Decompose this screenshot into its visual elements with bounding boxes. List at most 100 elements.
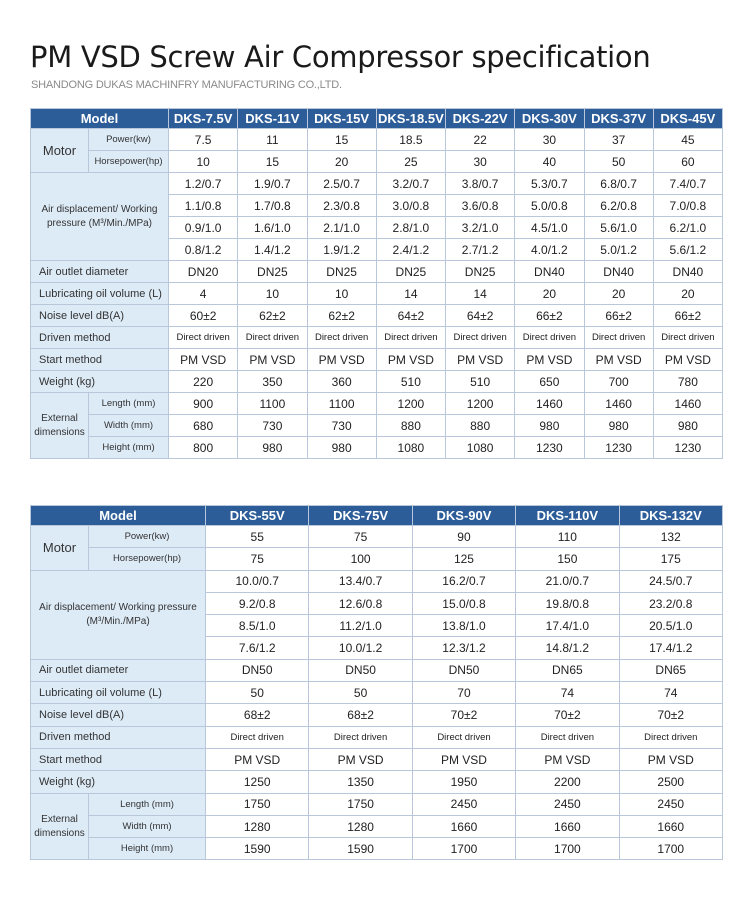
- value-cell: 70±2: [515, 703, 620, 727]
- value-cell: 70±2: [411, 703, 517, 727]
- value-cell: 980: [237, 436, 308, 459]
- value-cell: Direct driven: [652, 326, 724, 349]
- value-cell: 21.0/0.7: [515, 569, 620, 593]
- row-label: Driven method: [30, 725, 206, 749]
- spec-row: Weight (kg) 220 350 360 510 510 650 700 780: [30, 370, 724, 393]
- value-cell: 900: [167, 392, 239, 415]
- value-cell: 13.8/1.0: [411, 614, 517, 638]
- value-cell: 510: [444, 370, 516, 393]
- value-cell: 1350: [308, 770, 413, 794]
- value-cell: 20: [306, 150, 377, 173]
- value-cell: 2.5/0.7: [306, 172, 377, 195]
- value-cell: 360: [306, 370, 377, 393]
- value-cell: 13.4/0.7: [308, 569, 413, 593]
- value-cell: 64±2: [444, 304, 516, 327]
- spec-row: 7.6/1.2 10.0/1.2 12.3/1.2 14.8/1.2 17.4/1.2: [31, 636, 723, 660]
- value-cell: 6.2/0.8: [583, 194, 654, 217]
- value-cell: 800: [167, 436, 239, 459]
- spec-row: Driven method Direct driven Direct driven D…: [30, 326, 724, 349]
- value-cell: PM VSD: [618, 747, 723, 772]
- value-cell: 2.8/1.0: [375, 216, 447, 239]
- row-label: Air outlet diameter: [30, 658, 206, 683]
- value-cell: 70±2: [618, 703, 723, 727]
- value-cell: 2200: [515, 770, 620, 794]
- value-cell: Direct driven: [237, 326, 308, 349]
- value-cell: 10: [167, 150, 239, 173]
- value-cell: 5.0/0.8: [514, 194, 585, 217]
- value-cell: 75: [308, 524, 413, 549]
- value-cell: 12.3/1.2: [411, 636, 517, 660]
- value-cell: 1.9/1.2: [306, 238, 377, 261]
- value-cell: 2500: [618, 770, 723, 794]
- value-cell: Direct driven: [583, 326, 654, 349]
- model-name: DKS-37V: [583, 108, 654, 129]
- value-cell: PM VSD: [306, 348, 377, 371]
- value-cell: 37: [583, 128, 654, 151]
- value-cell: 980: [652, 414, 724, 437]
- spec-row: Horsepower(hp) 75 100 125 150 175: [31, 547, 723, 571]
- value-cell: 14: [444, 282, 516, 305]
- value-cell: 220: [167, 370, 239, 393]
- value-cell: 66±2: [652, 304, 724, 327]
- value-cell: 880: [375, 414, 447, 437]
- value-cell: 1750: [308, 792, 413, 816]
- value-cell: PM VSD: [515, 747, 620, 772]
- value-cell: Direct driven: [308, 725, 413, 749]
- value-cell: PM VSD: [411, 747, 517, 772]
- row-label: Length (mm): [88, 792, 206, 816]
- value-cell: 3.2/1.0: [444, 216, 516, 239]
- value-cell: 1460: [652, 392, 724, 415]
- value-cell: 1080: [375, 436, 447, 459]
- value-cell: 14: [375, 282, 447, 305]
- row-label: Horsepower(hp): [88, 547, 206, 571]
- value-cell: 1660: [411, 814, 517, 839]
- value-cell: 8.5/1.0: [204, 614, 310, 638]
- value-cell: 1950: [411, 770, 517, 794]
- value-cell: Direct driven: [515, 725, 620, 749]
- value-cell: 75: [204, 547, 310, 571]
- spec-row: Noise level dB(A) 60±2 62±2 62±2 64±2 64±2 66±…: [30, 304, 724, 327]
- group-label: External dimensions: [30, 392, 89, 459]
- spec-row: Lubricating oil volume (L) 50 50 70 74 74: [30, 681, 723, 705]
- value-cell: 1700: [618, 837, 723, 861]
- title: PM VSD Screw Air Compressor specificatio…: [30, 40, 651, 74]
- value-cell: 132: [618, 524, 723, 549]
- value-cell: Direct driven: [375, 326, 447, 349]
- value-cell: 10.0/0.7: [204, 569, 310, 593]
- model-header: Model: [30, 505, 206, 526]
- spec-row: Air displacement/ Working pressure (M³/M…: [30, 569, 723, 660]
- value-cell: 2450: [411, 792, 517, 816]
- spec-row: 8.5/1.0 11.2/1.0 13.8/1.0 17.4/1.0 20.5/1.0: [31, 614, 723, 638]
- value-cell: 2.7/1.2: [444, 238, 516, 261]
- value-cell: 15.0/0.8: [411, 591, 517, 616]
- value-cell: 1080: [444, 436, 516, 459]
- row-label: Width (mm): [88, 414, 169, 437]
- value-cell: DN40: [583, 260, 654, 283]
- model-name: DKS-55V: [204, 505, 310, 526]
- spec-table: Model DKS-7.5V DKS-11V DKS-15V DKS-18.5V DKS-…: [30, 108, 724, 459]
- value-cell: 7.6/1.2: [204, 636, 310, 660]
- value-cell: 5.3/0.7: [514, 172, 585, 195]
- value-cell: 780: [652, 370, 724, 393]
- value-cell: 62±2: [306, 304, 377, 327]
- spec-row: External dimensions Length (mm) 1750 1750 24…: [30, 792, 723, 861]
- value-cell: PM VSD: [237, 348, 308, 371]
- row-label: Air outlet diameter: [30, 260, 169, 283]
- value-cell: 50: [204, 681, 310, 705]
- row-label: Length (mm): [88, 392, 169, 415]
- model-name: DKS-110V: [515, 505, 620, 526]
- value-cell: 74: [618, 681, 723, 705]
- value-cell: Direct driven: [444, 326, 516, 349]
- value-cell: 2.1/1.0: [306, 216, 377, 239]
- value-cell: PM VSD: [652, 348, 724, 371]
- value-cell: 1280: [308, 814, 413, 839]
- row-label: Noise level dB(A): [30, 304, 169, 327]
- row-label: Weight (kg): [30, 370, 169, 393]
- value-cell: PM VSD: [583, 348, 654, 371]
- value-cell: 980: [514, 414, 585, 437]
- value-cell: 45: [652, 128, 724, 151]
- value-cell: 1250: [204, 770, 310, 794]
- value-cell: 1700: [515, 837, 620, 861]
- row-label: Height (mm): [88, 436, 169, 459]
- spec-row: Width (mm) 680 730 730 880 880 980 980 980: [31, 414, 724, 437]
